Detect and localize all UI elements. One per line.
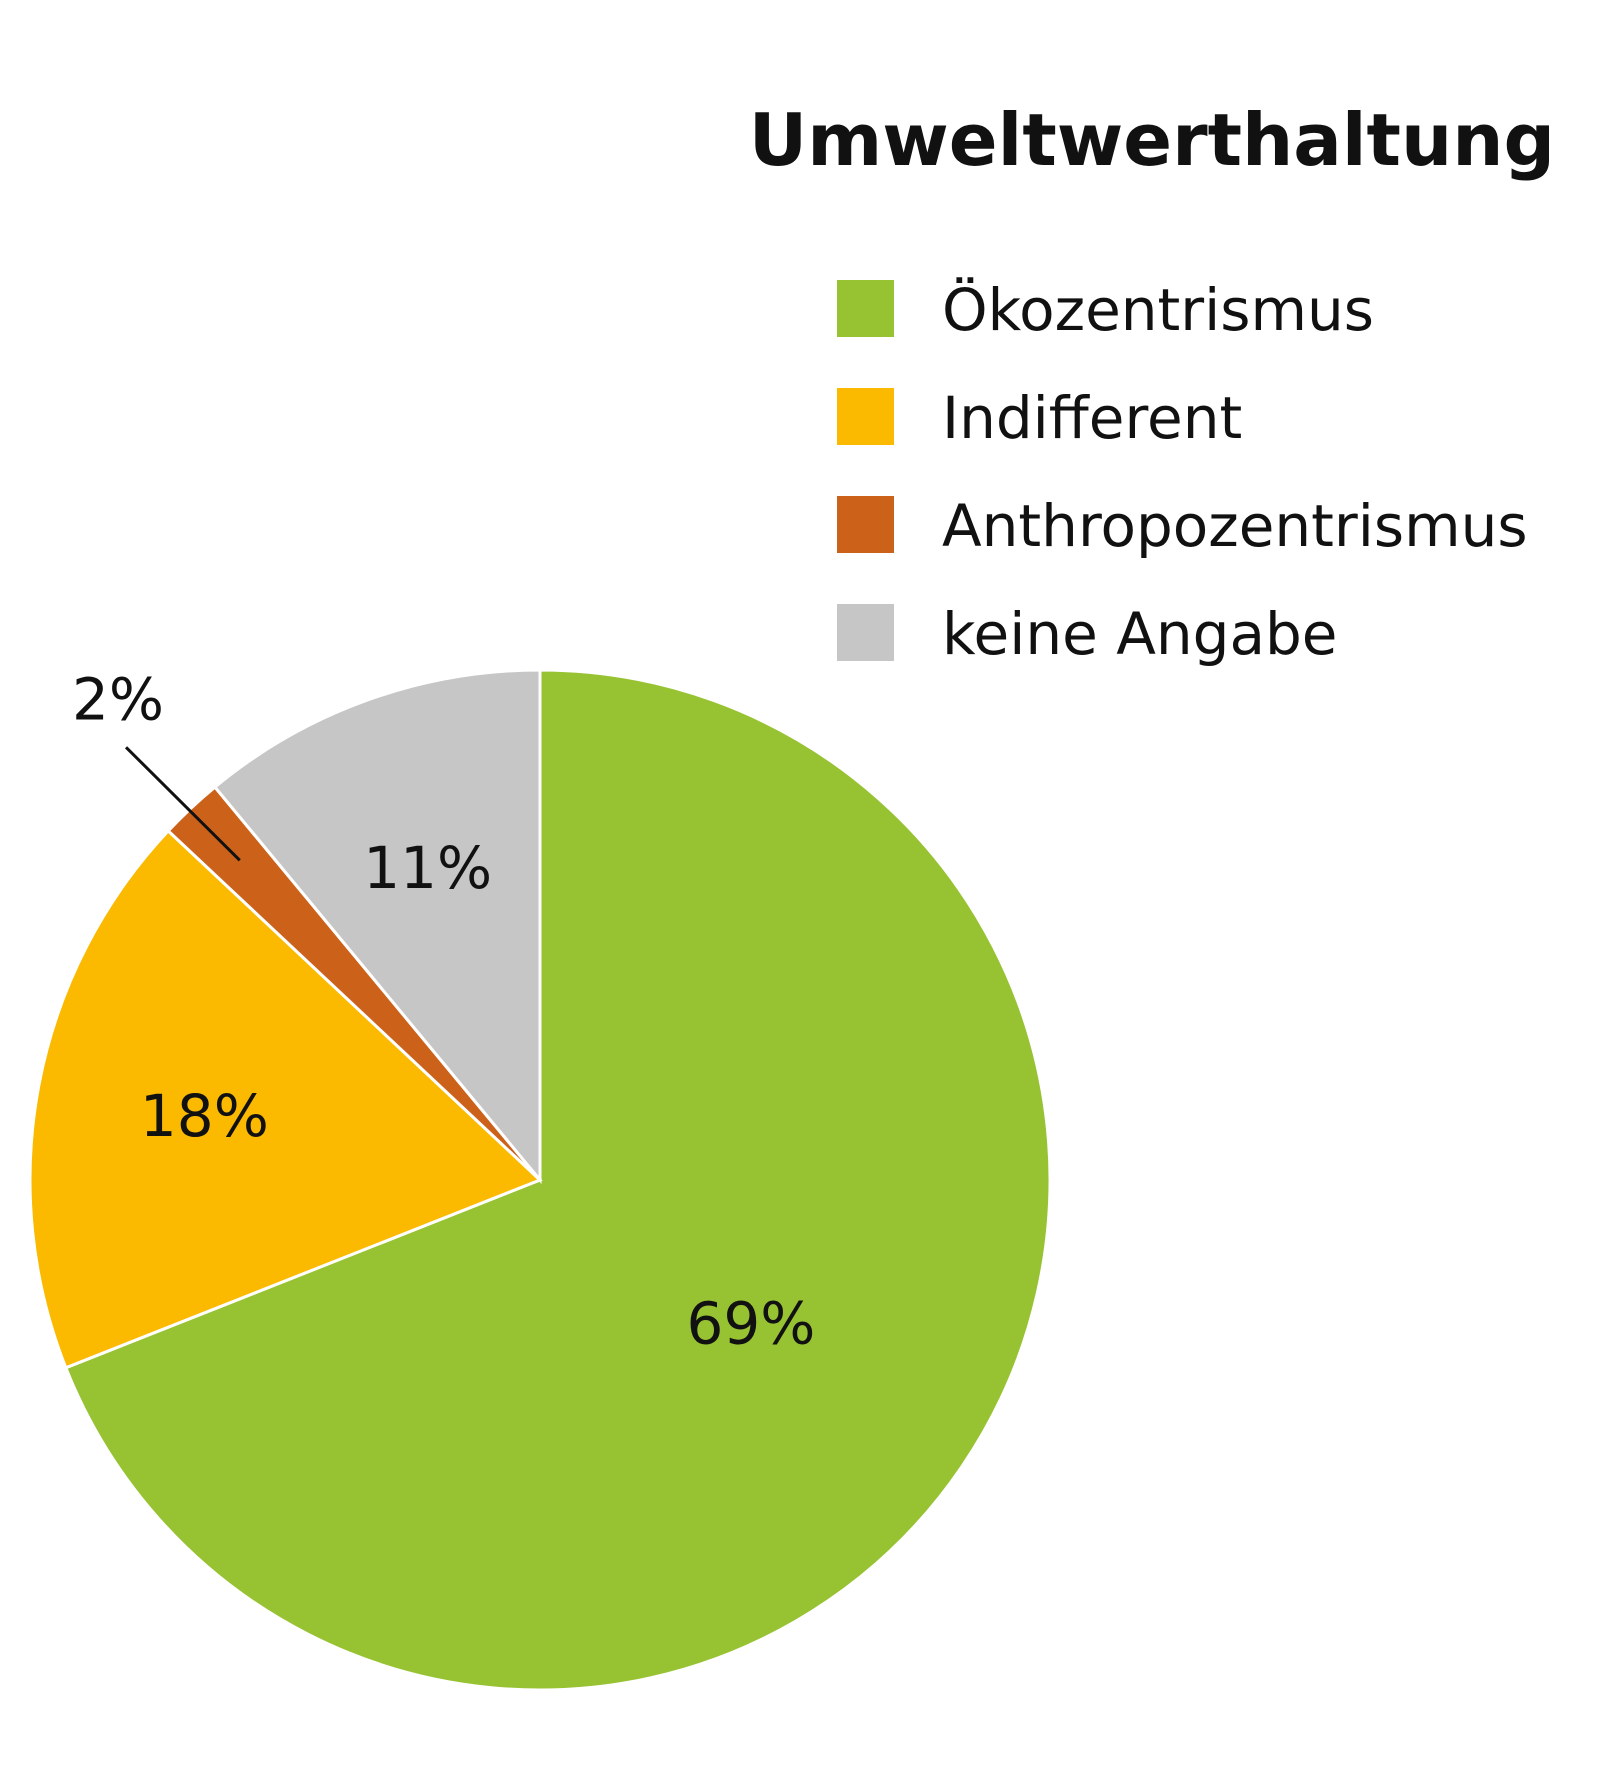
legend-swatch-indifferent bbox=[837, 388, 894, 445]
leader-line-anthropozentrismus bbox=[124, 746, 241, 862]
chart-title: Umweltwerthaltung bbox=[749, 98, 1555, 182]
pie-slice-keine-angabe bbox=[212, 668, 542, 1185]
data-label-oekozentrismus: 69% bbox=[686, 1289, 815, 1357]
legend-label-indifferent: Indifferent bbox=[942, 384, 1242, 452]
pie-slice-indifferent bbox=[28, 828, 543, 1370]
legend-swatch-oekozentrismus bbox=[837, 280, 894, 337]
pie-slices bbox=[28, 668, 1052, 1692]
legend-swatch-keine-angabe bbox=[837, 604, 894, 661]
legend-label-anthropozentrismus: Anthropozentrismus bbox=[942, 492, 1528, 560]
legend-swatch-anthropozentrismus bbox=[837, 496, 894, 553]
legend-label-oekozentrismus: Ökozentrismus bbox=[942, 276, 1374, 344]
legend-label-keine-angabe: keine Angabe bbox=[942, 600, 1338, 668]
data-label-indifferent: 18% bbox=[140, 1082, 269, 1150]
pie-data-labels: 69% 18% 2% 11% bbox=[72, 665, 815, 1357]
data-label-keine-angabe: 11% bbox=[363, 834, 492, 902]
legend: Ökozentrismus Indifferent Anthropozentrism… bbox=[837, 276, 1528, 668]
data-label-anthropozentrismus: 2% bbox=[72, 665, 164, 733]
pie-slice-oekozentrismus bbox=[63, 668, 1052, 1692]
